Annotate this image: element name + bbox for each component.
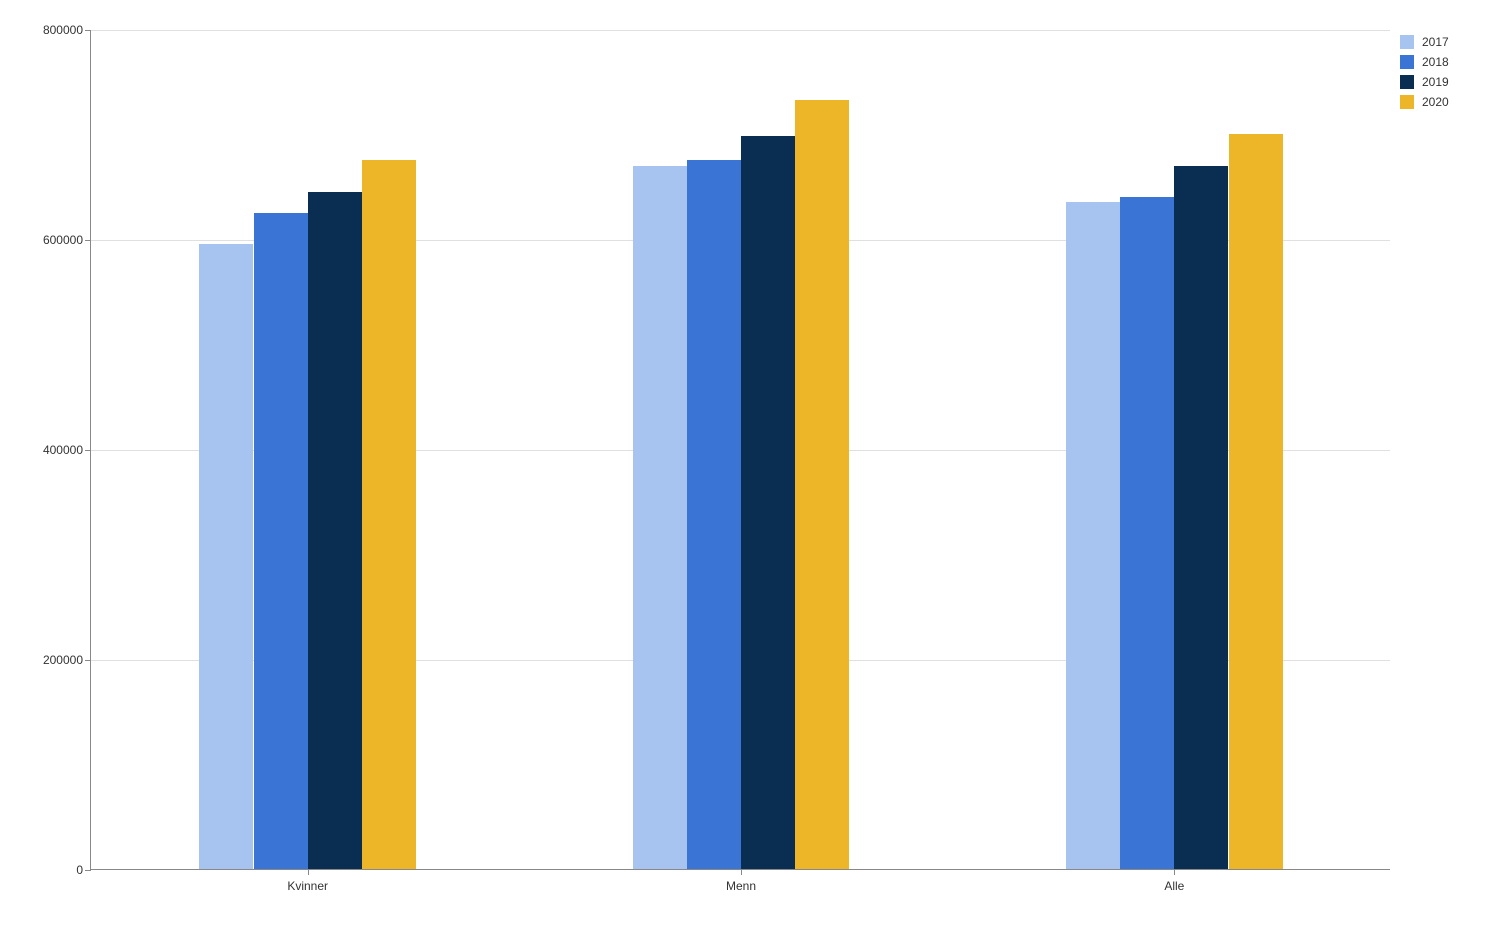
- bar: [308, 192, 362, 869]
- bar: [633, 166, 687, 870]
- chart-root: 0200000400000600000800000KvinnerMennAlle…: [0, 0, 1500, 926]
- legend-swatch: [1400, 75, 1414, 89]
- legend: 2017 2018 2019 2020: [1400, 35, 1449, 115]
- legend-item: 2020: [1400, 95, 1449, 109]
- y-tick-label: 200000: [43, 653, 91, 667]
- legend-label: 2019: [1422, 75, 1449, 89]
- y-tick-label: 400000: [43, 443, 91, 457]
- gridline: [91, 30, 1390, 31]
- plot-area: 0200000400000600000800000KvinnerMennAlle: [90, 30, 1390, 870]
- legend-label: 2017: [1422, 35, 1449, 49]
- legend-label: 2018: [1422, 55, 1449, 69]
- y-tick-label: 800000: [43, 23, 91, 37]
- x-tick-label: Kvinner: [287, 869, 328, 893]
- legend-item: 2018: [1400, 55, 1449, 69]
- bar: [362, 160, 416, 869]
- bar: [199, 244, 253, 869]
- bar: [795, 100, 849, 869]
- legend-item: 2017: [1400, 35, 1449, 49]
- bar: [741, 136, 795, 869]
- bar: [1174, 166, 1228, 870]
- x-tick-label: Alle: [1164, 869, 1184, 893]
- y-tick-label: 600000: [43, 233, 91, 247]
- legend-item: 2019: [1400, 75, 1449, 89]
- legend-label: 2020: [1422, 95, 1449, 109]
- x-tick-label: Menn: [726, 869, 756, 893]
- legend-swatch: [1400, 55, 1414, 69]
- y-tick-label: 0: [76, 863, 91, 877]
- legend-swatch: [1400, 95, 1414, 109]
- bar: [1229, 134, 1283, 869]
- bar: [254, 213, 308, 869]
- bar: [1066, 202, 1120, 869]
- bar: [1120, 197, 1174, 869]
- legend-swatch: [1400, 35, 1414, 49]
- bar: [687, 160, 741, 869]
